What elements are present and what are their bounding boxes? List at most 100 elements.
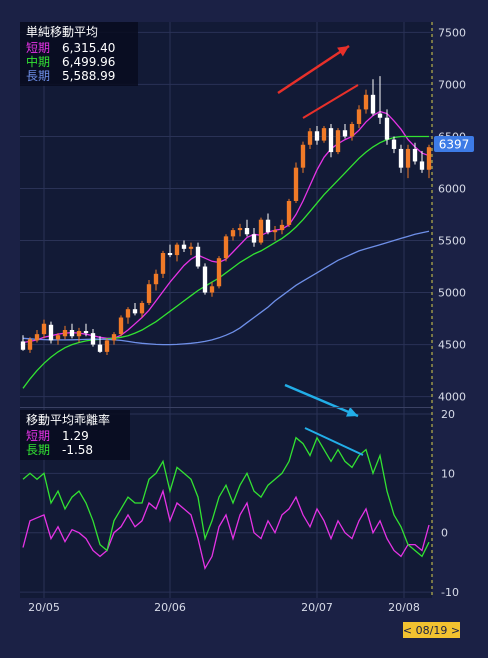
candle-body [83,331,89,334]
candle[interactable] [195,242,201,269]
candle[interactable] [279,219,285,235]
candle[interactable] [83,323,89,337]
candle[interactable] [244,219,250,237]
candle[interactable] [342,123,348,139]
candle[interactable] [76,327,82,343]
candle[interactable] [384,109,390,145]
candle-body [384,117,390,140]
legend-value-mid: 6,499.96 [62,55,116,69]
price-badge-text: 6397 [439,138,470,152]
candle-body [293,167,299,201]
candle[interactable] [34,330,40,343]
candle-body [321,128,327,141]
candle[interactable] [174,242,180,262]
legend-row-short: 短期 6,315.40 [26,41,132,55]
candle[interactable] [223,234,229,262]
legend-label-mid: 中期 [26,55,51,69]
candle[interactable] [286,198,292,227]
candle[interactable] [20,335,26,351]
candle[interactable] [118,315,124,337]
candle[interactable] [160,250,166,278]
candle-body [356,109,362,124]
dev-legend-value-long: -1.58 [62,443,94,457]
dev-legend-row-short: 短期 1.29 [26,429,124,443]
candle-body [314,131,320,141]
dev-short-line[interactable] [22,488,430,571]
candle-body [419,161,425,170]
candle[interactable] [104,338,110,355]
candle[interactable] [216,256,222,289]
candle[interactable] [27,337,33,353]
dev-y-tick: 10 [441,467,455,480]
arrow-head [337,46,349,57]
candle-body [139,302,145,314]
candle[interactable] [258,217,264,245]
candle[interactable] [377,76,383,124]
candle[interactable] [265,213,271,235]
candle[interactable] [349,121,355,141]
candle-body [216,258,222,287]
candle[interactable] [237,223,243,237]
candle[interactable] [167,244,173,258]
candle-body [181,244,187,249]
candle[interactable] [146,280,152,306]
candle-body [118,317,124,335]
candle[interactable] [125,307,131,324]
candle[interactable] [62,325,68,340]
mid-ma-line[interactable] [22,135,429,389]
candle[interactable] [202,263,208,295]
candle[interactable] [188,242,194,256]
candle[interactable] [412,142,418,165]
candle[interactable] [48,321,54,344]
candle[interactable] [405,144,411,179]
candle[interactable] [370,79,376,116]
candle[interactable] [335,128,341,155]
candle[interactable] [97,336,103,353]
candle-body [97,344,103,352]
candle[interactable] [391,136,397,154]
candle[interactable] [321,126,327,143]
trend-annotations [277,44,364,456]
date-badge-text: < 08/19 > [403,624,460,637]
candle-body [174,244,180,256]
candle[interactable] [153,269,159,291]
candle[interactable] [251,228,257,247]
candle[interactable] [419,151,425,173]
candle-body [300,144,306,168]
candle[interactable] [300,141,306,173]
candle-body [328,128,334,153]
candle[interactable] [69,323,75,339]
candle-body [342,130,348,137]
candle[interactable] [314,126,320,145]
candle[interactable] [90,328,96,347]
arrow-head [346,406,358,417]
price-legend: 単純移動平均 短期 6,315.40 中期 6,499.96 長期 5,588.… [20,22,138,86]
candle[interactable] [209,282,215,297]
candle[interactable] [426,144,432,179]
candle-body [251,234,257,243]
candle-body [55,335,61,340]
candle[interactable] [356,105,362,129]
candle[interactable] [307,128,313,149]
legend-value-long: 5,588.99 [62,69,116,83]
dev-legend-value-short: 1.29 [62,429,89,443]
candle[interactable] [111,332,117,345]
candle[interactable] [398,144,404,173]
candle-body [34,334,40,341]
red-arrow-top [277,44,350,95]
long-ma-line[interactable] [22,230,430,346]
candle[interactable] [139,300,145,318]
candle[interactable] [230,228,236,241]
dev-legend-row-long: 長期 -1.58 [26,443,124,457]
candle[interactable] [181,240,187,252]
candle[interactable] [55,333,61,345]
candle[interactable] [293,162,299,204]
candle[interactable] [272,225,278,241]
candle[interactable] [132,302,138,316]
price-chart[interactable] [20,76,432,389]
candle[interactable] [41,319,47,339]
candle[interactable] [328,123,334,158]
candle[interactable] [363,89,369,114]
date-badge[interactable]: < 08/19 > [403,622,460,638]
